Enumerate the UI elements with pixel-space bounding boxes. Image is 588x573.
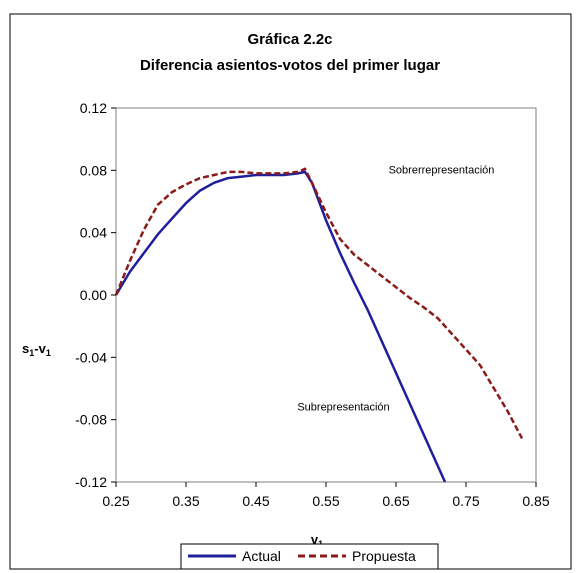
y-axis: 0.12 0.08 0.04 0.00 -0.04 -0.08 -0.12 — [75, 100, 116, 490]
plot-area — [115, 107, 537, 483]
y-axis-label-sub-2: 1 — [46, 348, 51, 358]
legend-label-propuesta: Propuesta — [352, 548, 416, 564]
y-tick-label: 0.08 — [80, 162, 107, 178]
y-axis-label-sub-1: 1 — [29, 348, 34, 358]
x-tick-label: 0.85 — [522, 493, 549, 509]
y-tick-label: -0.12 — [75, 474, 107, 490]
chart-title: Gráfica 2.2c — [247, 31, 332, 48]
x-axis-label-v: v — [311, 532, 319, 547]
y-axis-label-s: s — [22, 341, 29, 356]
x-tick-label: 0.25 — [102, 493, 129, 509]
y-axis-label: s1-v1 — [22, 341, 51, 358]
y-tick-label: 0.12 — [80, 100, 107, 116]
legend-label-actual: Actual — [242, 548, 281, 564]
chart-subtitle: Diferencia asientos-votos del primer lug… — [140, 57, 440, 74]
x-tick-label: 0.75 — [452, 493, 479, 509]
plot-border — [115, 107, 537, 483]
series-line-propuesta — [114, 167, 524, 439]
annotation-sobrerrepresentacion: Sobrerrepresentación — [389, 164, 495, 176]
y-tick-label: -0.04 — [75, 349, 107, 365]
x-tick-label: 0.65 — [382, 493, 409, 509]
y-tick-label: -0.08 — [75, 412, 107, 428]
x-axis: 0.25 0.35 0.45 0.55 0.65 0.75 0.85 — [102, 482, 550, 509]
annotations: Sobrerrepresentación Subrepresentación — [297, 164, 494, 413]
legend: Actual Propuesta — [180, 543, 439, 570]
annotation-subrepresentacion: Subrepresentación — [297, 401, 389, 413]
y-tick-label: 0.00 — [80, 287, 107, 303]
series-layer — [114, 167, 524, 483]
x-tick-label: 0.45 — [242, 493, 269, 509]
y-tick-label: 0.04 — [80, 225, 107, 241]
x-tick-label: 0.35 — [172, 493, 199, 509]
x-tick-label: 0.55 — [312, 493, 339, 509]
y-axis-label-minus-v: -v — [34, 341, 46, 356]
series-line-actual — [114, 170, 447, 483]
